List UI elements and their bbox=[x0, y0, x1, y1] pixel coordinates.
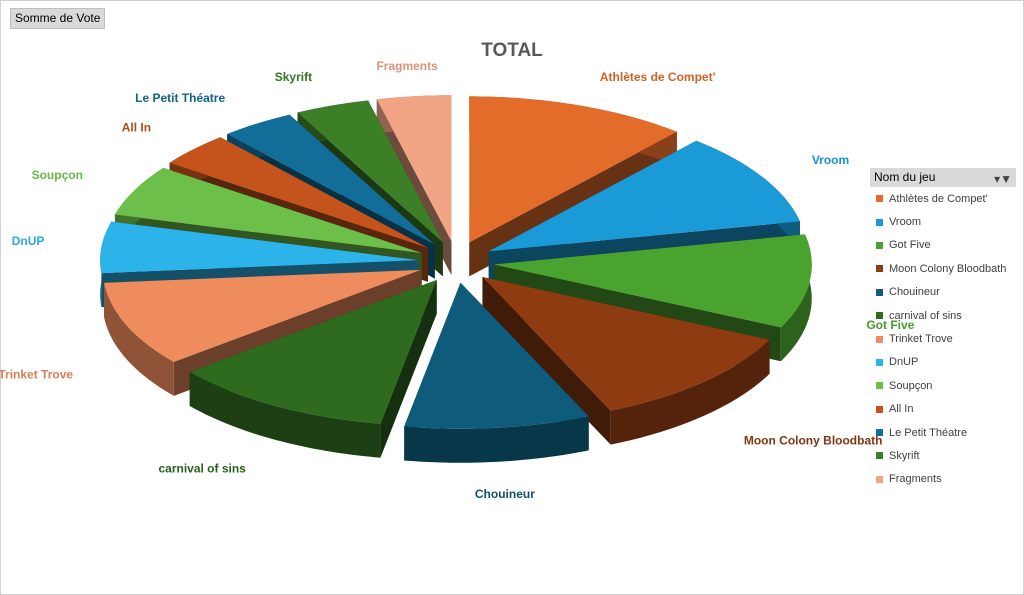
legend-item[interactable]: Le Petit Théatre bbox=[870, 421, 1016, 444]
legend-label: Trinket Trove bbox=[889, 333, 953, 346]
legend-item[interactable]: Chouineur bbox=[870, 281, 1016, 304]
legend-item[interactable]: Fragments bbox=[870, 468, 1016, 491]
pie-slice-top-1 bbox=[488, 140, 800, 252]
legend-swatch bbox=[876, 265, 883, 273]
legend-item[interactable]: Soupçon bbox=[870, 374, 1016, 397]
legend-swatch bbox=[876, 382, 883, 390]
legend-swatch bbox=[876, 335, 883, 343]
legend-swatch bbox=[876, 241, 883, 249]
legend-label: Athlètes de Compet' bbox=[889, 192, 988, 205]
pie-slice-top-4 bbox=[404, 282, 589, 429]
data-label-8: Soupçon bbox=[32, 168, 83, 182]
legend-swatch bbox=[876, 358, 883, 366]
pie-slice-top-7 bbox=[100, 221, 419, 274]
legend-label: carnival of sins bbox=[889, 309, 962, 322]
legend-label: Skyrift bbox=[889, 449, 920, 462]
legend-label: Le Petit Théatre bbox=[889, 426, 968, 439]
legend-item[interactable]: Moon Colony Bloodbath bbox=[870, 257, 1016, 280]
legend-label: DnUP bbox=[889, 356, 919, 369]
legend-swatch bbox=[876, 218, 883, 226]
legend-label: Got Five bbox=[889, 239, 931, 252]
pie-slice-top-5 bbox=[189, 279, 437, 424]
pie-slice-top-6 bbox=[104, 269, 421, 362]
data-label-1: Vroom bbox=[812, 153, 849, 167]
pie-slice-top-0 bbox=[469, 96, 677, 243]
legend-swatch bbox=[876, 312, 883, 320]
pie-slice-top-3 bbox=[482, 276, 770, 411]
data-label-5: carnival of sins bbox=[158, 461, 246, 475]
legend-header[interactable]: Nom du jeu ▾▼ bbox=[870, 168, 1016, 187]
legend-label: Moon Colony Bloodbath bbox=[889, 262, 1007, 275]
pie-slice-5[interactable] bbox=[189, 279, 437, 458]
data-label-10: Le Petit Théatre bbox=[135, 91, 225, 105]
pie-slice-rim-2 bbox=[780, 234, 812, 362]
value-field-button[interactable]: Somme de Vote bbox=[10, 8, 106, 29]
legend-item[interactable]: All In bbox=[870, 398, 1016, 421]
legend-swatch bbox=[876, 195, 883, 203]
legend-title: Nom du jeu bbox=[874, 170, 936, 184]
legend-swatch bbox=[876, 452, 883, 460]
pie-slice-rim-3 bbox=[610, 339, 770, 445]
data-label-4: Chouineur bbox=[475, 487, 535, 501]
pie-slice-top-2 bbox=[493, 234, 812, 328]
data-label-7: DnUP bbox=[12, 234, 45, 248]
data-label-12: Fragments bbox=[376, 59, 438, 73]
legend-label: Fragments bbox=[889, 473, 942, 486]
pie-slice-top-11 bbox=[297, 100, 443, 243]
pie-slice-rim-6 bbox=[104, 282, 174, 396]
pie-slice-top-8 bbox=[114, 167, 422, 254]
filter-dropdown-icon[interactable]: ▾▼ bbox=[994, 172, 1012, 186]
data-label-9: All In bbox=[122, 121, 151, 135]
legend-label: Chouineur bbox=[889, 286, 940, 299]
legend-item[interactable]: Got Five bbox=[870, 234, 1016, 257]
legend-item[interactable]: Vroom bbox=[870, 210, 1016, 233]
data-label-6: Trinket Trove bbox=[0, 368, 73, 382]
pie-slice-top-9 bbox=[169, 137, 428, 248]
legend-label: Vroom bbox=[889, 216, 921, 229]
legend-swatch bbox=[876, 405, 883, 413]
pie-slice-top-10 bbox=[227, 114, 435, 245]
data-label-2: Got Five bbox=[866, 318, 914, 332]
legend: Nom du jeu ▾▼ Athlètes de Compet' Vroom Go… bbox=[870, 168, 1016, 491]
data-label-3: Moon Colony Bloodbath bbox=[744, 434, 883, 448]
legend-label: Soupçon bbox=[889, 379, 933, 392]
legend-label: All In bbox=[889, 403, 914, 416]
pie-slice-4[interactable] bbox=[404, 282, 589, 463]
data-label-11: Skyrift bbox=[275, 70, 312, 84]
legend-swatch bbox=[876, 429, 883, 437]
pie-slice-rim-5 bbox=[189, 371, 381, 458]
legend-item[interactable]: Skyrift bbox=[870, 444, 1016, 467]
pie-slice-rim-4 bbox=[404, 416, 589, 463]
legend-swatch bbox=[876, 475, 883, 483]
pie-slice-3[interactable] bbox=[482, 276, 770, 445]
legend-item[interactable]: Trinket Trove bbox=[870, 327, 1016, 350]
legend-item[interactable]: Athlètes de Compet' bbox=[870, 187, 1016, 210]
legend-item[interactable]: DnUP bbox=[870, 351, 1016, 374]
data-label-0: Athlètes de Compet' bbox=[600, 70, 716, 84]
legend-swatch bbox=[876, 288, 883, 296]
chart-title: TOTAL bbox=[481, 40, 543, 61]
legend-item[interactable]: carnival of sins bbox=[870, 304, 1016, 327]
pie-slice-side-5 bbox=[380, 279, 437, 458]
pie-slice-top-12 bbox=[376, 95, 452, 242]
pie-slice-side-3 bbox=[482, 276, 611, 445]
